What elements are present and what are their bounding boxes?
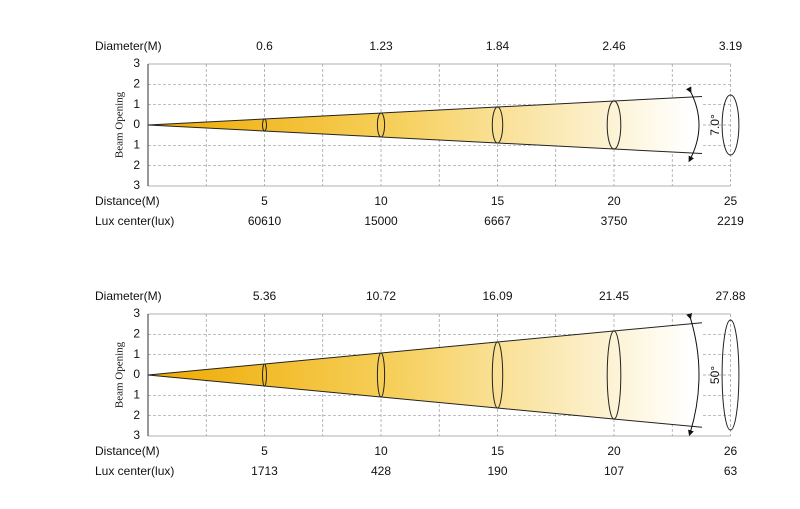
lux-value: 2219 (717, 214, 744, 228)
y-axis-label: Beam Opening (114, 91, 126, 158)
y-tick-label: 1 (133, 97, 140, 111)
y-tick-label: 1 (133, 347, 140, 361)
lux-value: 6667 (484, 214, 511, 228)
distance-label: Distance(M) (95, 444, 160, 458)
diameter-value: 1.84 (486, 39, 510, 53)
lux-value: 3750 (601, 214, 628, 228)
lux-value: 428 (371, 464, 391, 478)
distance-value: 20 (607, 194, 621, 208)
lux-value: 63 (724, 464, 738, 478)
y-axis-label: Beam Opening (114, 341, 126, 408)
y-tick-label: 2 (133, 327, 140, 341)
beam-section (721, 319, 740, 431)
diameter-value: 27.88 (715, 289, 745, 303)
lux-value: 1713 (251, 464, 278, 478)
lux-label: Lux center(lux) (95, 214, 174, 228)
distance-value: 26 (724, 444, 738, 458)
y-tick-label: 1 (133, 138, 140, 152)
y-tick-label: 0 (133, 367, 140, 381)
beam-cone (148, 322, 702, 428)
y-tick-label: 2 (133, 158, 140, 172)
y-tick-label: 2 (133, 408, 140, 422)
y-tick-label: 3 (133, 306, 140, 320)
distance-value: 25 (724, 194, 738, 208)
diameter-value: 3.19 (719, 39, 743, 53)
diameter-value: 5.36 (253, 289, 277, 303)
distance-value: 15 (491, 194, 505, 208)
beam-cone (148, 96, 702, 154)
lux-value: 15000 (364, 214, 398, 228)
beam-section (262, 363, 267, 387)
diameter-value: 1.23 (369, 39, 393, 53)
beam-section (606, 100, 622, 150)
beam-edge (147, 322, 703, 376)
angle-arrow (685, 86, 700, 163)
distance-value: 20 (607, 444, 621, 458)
diameter-label: Diameter(M) (95, 39, 162, 53)
angle-arrow (686, 312, 700, 437)
beam-section (721, 94, 740, 156)
y-tick-label: 3 (133, 56, 140, 70)
beam-edge (147, 95, 703, 126)
lux-value: 60610 (248, 214, 282, 228)
distance-value: 10 (374, 444, 388, 458)
y-tick-label: 0 (133, 117, 140, 131)
diameter-value: 21.45 (599, 289, 629, 303)
distance-label: Distance(M) (95, 194, 160, 208)
distance-value: 15 (491, 444, 505, 458)
distance-value: 5 (261, 194, 268, 208)
y-tick-label: 3 (133, 178, 140, 192)
beam-section (376, 112, 386, 138)
lux-label: Lux center(lux) (95, 464, 174, 478)
diameter-value: 0.6 (256, 39, 273, 53)
beam-section (606, 330, 622, 420)
lux-value: 107 (604, 464, 624, 478)
y-tick-label: 2 (133, 77, 140, 91)
beam-edge (147, 124, 703, 155)
y-tick-label: 3 (133, 428, 140, 442)
lux-value: 190 (487, 464, 507, 478)
diameter-value: 10.72 (366, 289, 396, 303)
beam-angle: 50° (708, 366, 722, 384)
beam-section (262, 118, 267, 132)
diameter-label: Diameter(M) (95, 289, 162, 303)
beam-section (376, 352, 386, 398)
diameter-value: 2.46 (602, 39, 626, 53)
beam-section (491, 106, 504, 144)
y-tick-label: 1 (133, 388, 140, 402)
beam-edge (147, 374, 703, 428)
distance-value: 10 (374, 194, 388, 208)
beam-section (491, 341, 504, 409)
distance-value: 5 (261, 444, 268, 458)
diameter-value: 16.09 (482, 289, 512, 303)
beam-angle: 7.0° (708, 114, 722, 136)
